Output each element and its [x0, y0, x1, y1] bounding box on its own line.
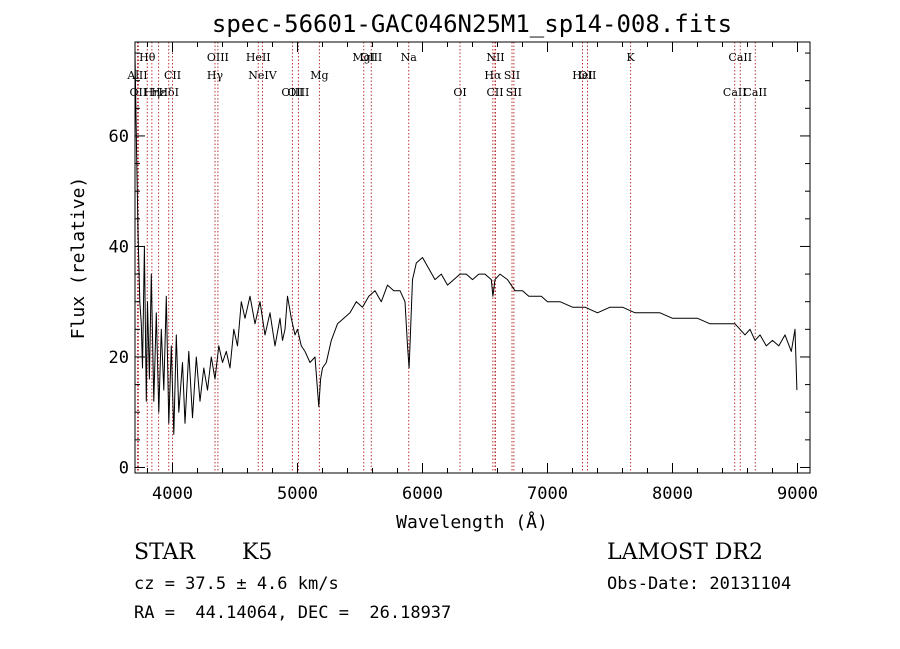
line-label-0: AlII: [126, 69, 147, 82]
line-label-3: Hη: [144, 86, 160, 99]
line-label-18: NII: [486, 51, 504, 64]
line-label-15: OIII: [360, 51, 382, 64]
line-label-4: Hε: [151, 86, 167, 99]
observation-date: Obs-Date: 20131104: [607, 574, 792, 594]
ra-dec: RA = 44.14064, DEC = 26.18937: [134, 603, 452, 623]
line-label-11: OIII: [281, 86, 303, 99]
y-tick-label-60: 60: [109, 127, 129, 147]
line-label-12: OIII: [287, 86, 309, 99]
line-label-28: CaII: [743, 86, 767, 99]
line-label-10: NeIV: [248, 69, 277, 82]
line-label-22: CII: [486, 86, 503, 99]
plot-frame: [134, 41, 811, 474]
line-label-16: Na: [401, 51, 418, 64]
line-label-5: HδI: [158, 86, 179, 99]
data-release: LAMOST DR2: [607, 540, 763, 565]
emission-line-markers: AlIIOIIHθHηHεHδICIIOIIIHγHeIINeIVOIIIOII…: [126, 42, 767, 473]
y-tick-label-20: 20: [109, 348, 129, 368]
line-label-7: OIII: [207, 51, 229, 64]
line-label-2: Hθ: [139, 51, 156, 64]
line-label-23: OII: [579, 69, 597, 82]
spectral-subclass: K5: [242, 540, 273, 565]
chart-title: spec-56601-GAC046N25M1_sp14-008.fits: [212, 10, 732, 38]
line-label-20: SII: [504, 69, 520, 82]
line-label-27: CaII: [723, 86, 747, 99]
line-label-26: CaII: [728, 51, 752, 64]
x-axis-label: Wavelength (Å): [396, 511, 548, 533]
x-tick-label-6000: 6000: [402, 484, 443, 504]
line-label-13: Mg: [310, 69, 328, 82]
line-label-14: MgI: [352, 51, 375, 64]
object-type: STAR: [134, 540, 195, 565]
y-tick-label-40: 40: [109, 237, 129, 257]
x-tick-label-9000: 9000: [777, 484, 818, 504]
x-axis: 4000 5000 6000 7000 8000 9000: [147, 42, 818, 504]
line-label-6: CII: [164, 69, 181, 82]
spectrum-series-0: [134, 53, 798, 435]
line-label-17: OI: [453, 86, 466, 99]
x-tick-label-4000: 4000: [152, 484, 193, 504]
x-tick-label-8000: 8000: [652, 484, 693, 504]
line-label-21: SII: [506, 86, 522, 99]
y-tick-label-0: 0: [119, 458, 129, 478]
line-label-1: OII: [130, 86, 148, 99]
y-axis-label: Flux (relative): [68, 177, 89, 340]
x-tick-label-5000: 5000: [277, 484, 318, 504]
y-axis: 0 20 40 60: [109, 52, 810, 478]
redshift-cz: cz = 37.5 ± 4.6 km/s: [134, 574, 339, 594]
line-label-24: K: [627, 51, 636, 64]
x-tick-label-7000: 7000: [527, 484, 568, 504]
line-label-25: HeI: [572, 69, 592, 82]
line-label-8: Hγ: [207, 69, 224, 82]
line-label-19: Hα: [484, 69, 502, 82]
series-layer: [134, 53, 798, 435]
line-label-9: HeII: [246, 51, 271, 64]
